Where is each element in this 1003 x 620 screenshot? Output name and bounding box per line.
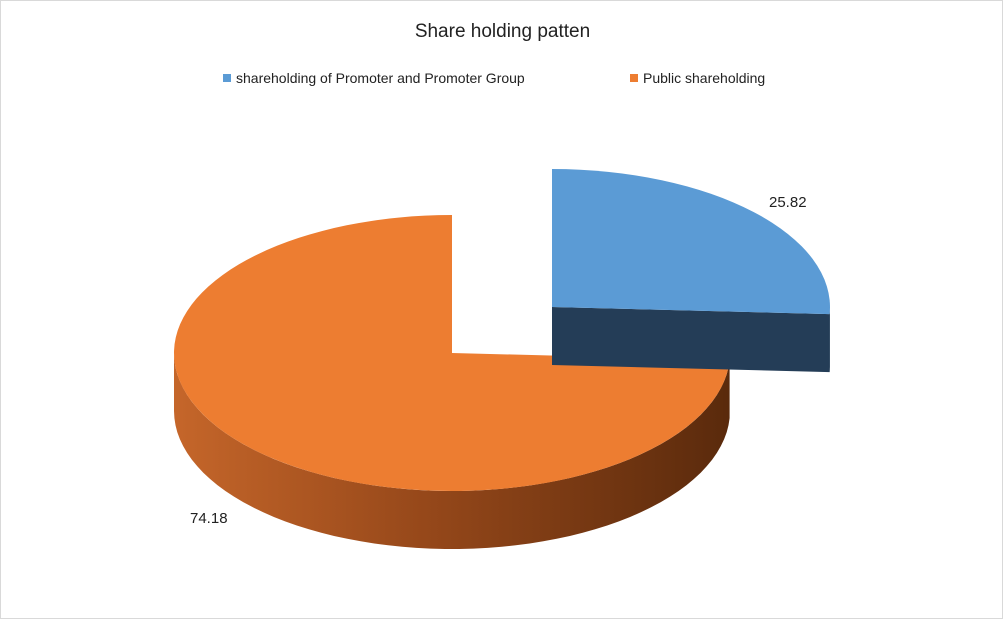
data-label-promoter: 25.82 xyxy=(769,194,807,211)
slice-wall-promoter xyxy=(552,307,830,372)
data-label-public: 74.18 xyxy=(190,510,228,527)
slice-top-promoter xyxy=(552,169,830,314)
